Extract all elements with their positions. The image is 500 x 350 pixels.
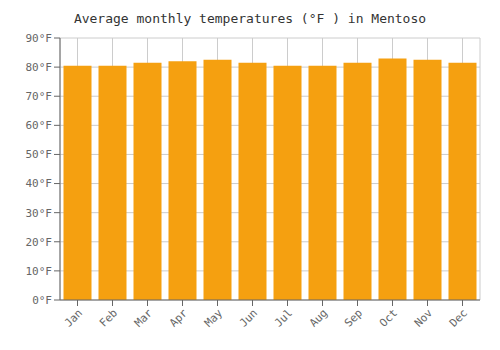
svg-text:90°F: 90°F: [26, 32, 53, 45]
svg-text:Aug: Aug: [307, 306, 330, 329]
svg-text:Jun: Jun: [237, 306, 260, 329]
svg-text:20°F: 20°F: [26, 236, 53, 249]
svg-text:40°F: 40°F: [26, 177, 53, 190]
html-text:Average monthly temperatures (: Average monthly temperatures (°F ) in Me…: [73, 11, 427, 26]
svg-text:May: May: [202, 306, 226, 330]
svg-text:80°F: 80°F: [26, 61, 53, 74]
svg-text:50°F: 50°F: [26, 148, 53, 161]
svg-text:Jan: Jan: [62, 306, 85, 329]
svg-text:Apr: Apr: [167, 306, 191, 330]
svg-text:Feb: Feb: [97, 306, 120, 329]
svg-text:Nov: Nov: [412, 306, 436, 330]
svg-text:Sep: Sep: [342, 306, 365, 329]
svg-text:10°F: 10°F: [26, 265, 53, 278]
svg-text:0°F: 0°F: [32, 294, 52, 307]
svg-text:60°F: 60°F: [26, 119, 53, 132]
svg-text:Mar: Mar: [132, 306, 156, 330]
svg-text:70°F: 70°F: [26, 90, 53, 103]
svg-text:Jul: Jul: [272, 306, 295, 329]
svg-text:Oct: Oct: [377, 306, 400, 329]
svg-text:Dec: Dec: [447, 306, 470, 329]
svg-text:30°F: 30°F: [26, 207, 53, 220]
